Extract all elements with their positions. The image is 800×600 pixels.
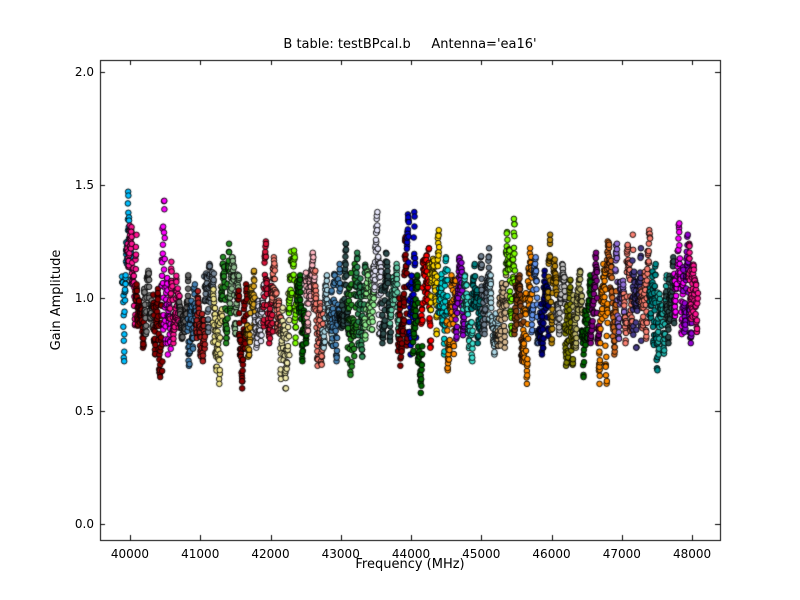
x-tick-label: 44000 [391,547,431,561]
x-tick-label: 41000 [181,547,220,561]
y-tick-label: 0.5 [74,403,94,418]
y-tick-label: 2.0 [74,64,94,79]
y-tick-label: 1.5 [74,177,94,192]
x-tick-label: 40000 [110,547,150,561]
x-axis-label: Frequency (MHz) [355,557,465,572]
y-tick-label: 0.0 [74,516,94,531]
x-tick-label: 47000 [602,547,641,561]
x-tick-label: 43000 [321,547,360,561]
x-tick-label: 48000 [672,547,712,561]
y-tick-label: 1.0 [74,290,94,305]
chart-title: B table: testBPcal.b Antenna='ea16' [283,37,537,52]
x-tick-label: 45000 [462,547,501,561]
x-tick-label: 46000 [532,547,571,561]
x-tick-label: 42000 [251,547,290,561]
